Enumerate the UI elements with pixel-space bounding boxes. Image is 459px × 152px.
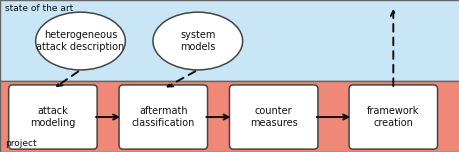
Text: system
models: system models [180,30,215,52]
Text: project: project [5,139,37,148]
Text: attack
modeling: attack modeling [30,106,75,128]
Text: state of the art: state of the art [5,4,73,13]
Text: counter
measures: counter measures [249,106,297,128]
FancyBboxPatch shape [229,85,317,149]
Bar [0,81,459,152]
Ellipse shape [153,12,242,70]
FancyBboxPatch shape [9,85,97,149]
Text: framework
creation: framework creation [366,106,419,128]
Text: aftermath
classification: aftermath classification [131,106,195,128]
FancyBboxPatch shape [348,85,437,149]
Bar [0,0,459,81]
Text: heterogeneous
attack description: heterogeneous attack description [36,30,124,52]
Ellipse shape [36,12,125,70]
FancyBboxPatch shape [119,85,207,149]
